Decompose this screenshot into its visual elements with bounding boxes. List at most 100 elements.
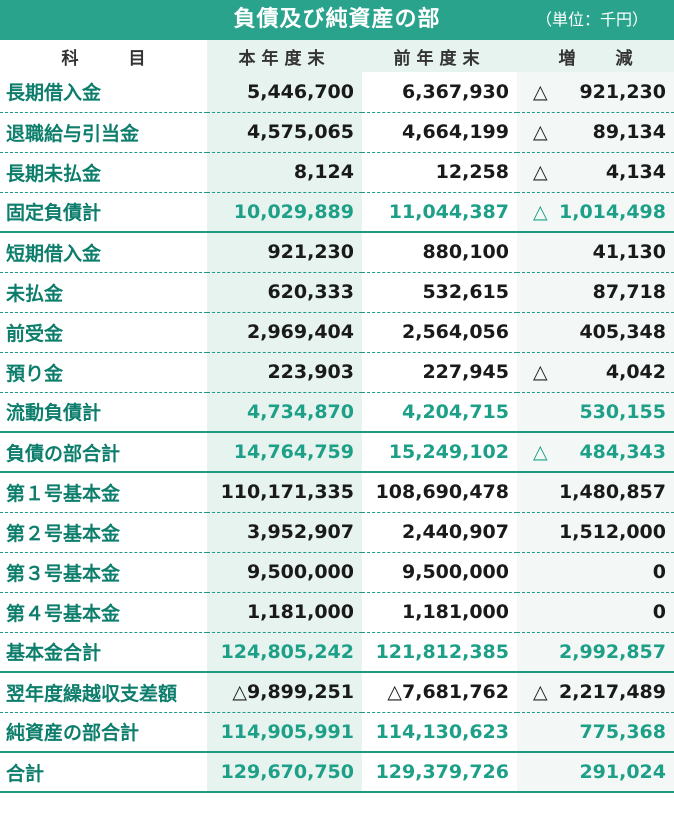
current-value: 223,903 [207, 352, 362, 393]
previous-value: 15,249,102 [362, 432, 517, 473]
previous-value: 9,500,000 [362, 552, 517, 593]
table-row: 長期借入金 5,446,700 6,367,930 △ 921,230 [0, 72, 674, 113]
previous-value: 4,664,199 [362, 112, 517, 153]
column-header-change-part: 増 [558, 48, 576, 69]
row-label: 第４号基本金 [0, 592, 207, 633]
change-value: 1,512,000 [559, 521, 666, 543]
row-label: 短期借入金 [0, 232, 207, 273]
table-row: 負債の部合計 14,764,759 15,249,102 △ 484,343 [0, 432, 674, 473]
change-cell: 1,512,000 [517, 512, 674, 553]
change-cell: 405,348 [517, 312, 674, 353]
change-cell: △ 4,134 [517, 152, 674, 193]
change-value: 1,014,498 [559, 200, 666, 223]
previous-value: △7,681,762 [362, 672, 517, 713]
current-value: 10,029,889 [207, 192, 362, 233]
previous-value: 121,812,385 [362, 632, 517, 673]
header-banner: 負債及び純資産の部 （単位：千円） [0, 0, 674, 40]
table-row: 純資産の部合計 114,905,991 114,130,623 775,368 [0, 712, 674, 753]
row-label: 負債の部合計 [0, 432, 207, 473]
row-label: 合計 [0, 752, 207, 793]
column-header-subject: 科 目 [0, 40, 207, 72]
current-value: 114,905,991 [207, 712, 362, 753]
change-value: 2,992,857 [559, 640, 666, 663]
decrease-mark: △ [533, 80, 548, 103]
table-row: 固定負債計 10,029,889 11,044,387 △ 1,014,498 [0, 192, 674, 233]
row-label: 第１号基本金 [0, 472, 207, 513]
current-value: 110,171,335 [207, 472, 362, 513]
previous-value: 880,100 [362, 232, 517, 273]
row-label: 前受金 [0, 312, 207, 353]
change-cell: △ 4,042 [517, 352, 674, 393]
column-header-current: 本年度末 [207, 40, 362, 72]
current-value: 8,124 [207, 152, 362, 193]
decrease-mark: △ [533, 200, 548, 223]
current-value: △9,899,251 [207, 672, 362, 713]
current-value: 620,333 [207, 272, 362, 313]
previous-value: 6,367,930 [362, 72, 517, 113]
change-value: 921,230 [579, 80, 666, 103]
change-value: 0 [652, 601, 666, 623]
previous-value: 108,690,478 [362, 472, 517, 513]
change-value: 775,368 [579, 720, 666, 743]
row-label: 純資産の部合計 [0, 712, 207, 753]
row-label: 基本金合計 [0, 632, 207, 673]
current-value: 3,952,907 [207, 512, 362, 553]
change-value: 87,718 [592, 281, 666, 303]
column-header-change: 増 減 [517, 40, 674, 72]
row-label: 翌年度繰越収支差額 [0, 672, 207, 713]
decrease-mark: △ [533, 441, 548, 463]
current-value: 921,230 [207, 232, 362, 273]
current-value: 124,805,242 [207, 632, 362, 673]
page-title: 負債及び純資産の部 [233, 7, 441, 32]
column-header-previous: 前年度末 [362, 40, 517, 72]
table-row: 長期未払金 8,124 12,258 △ 4,134 [0, 152, 674, 193]
column-header-change-part: 減 [615, 48, 633, 69]
change-cell: 0 [517, 592, 674, 633]
change-value: 89,134 [592, 121, 666, 143]
change-cell: 2,992,857 [517, 632, 674, 673]
change-cell: 530,155 [517, 392, 674, 433]
previous-value: 1,181,000 [362, 592, 517, 633]
current-value: 129,670,750 [207, 752, 362, 793]
decrease-mark: △ [533, 161, 548, 183]
table-row: 合計 129,670,750 129,379,726 291,024 [0, 752, 674, 793]
decrease-mark: △ [533, 121, 548, 143]
balance-table: 科 目 本年度末 前年度末 増 減 長期借入金 5,446,700 6,367,93… [0, 40, 674, 793]
table-row: 第４号基本金 1,181,000 1,181,000 0 [0, 592, 674, 633]
table-row: 翌年度繰越収支差額 △9,899,251 △7,681,762 △ 2,217,489 [0, 672, 674, 713]
change-cell: 291,024 [517, 752, 674, 793]
change-value: 405,348 [579, 321, 666, 343]
row-label: 第３号基本金 [0, 552, 207, 593]
row-label: 第２号基本金 [0, 512, 207, 553]
table-row: 未払金 620,333 532,615 87,718 [0, 272, 674, 313]
previous-value: 4,204,715 [362, 392, 517, 433]
table-row: 短期借入金 921,230 880,100 41,130 [0, 232, 674, 273]
table-row: 基本金合計 124,805,242 121,812,385 2,992,857 [0, 632, 674, 673]
decrease-mark: △ [533, 361, 548, 383]
current-value: 4,734,870 [207, 392, 362, 433]
change-value: 41,130 [592, 241, 666, 264]
change-cell: △ 89,134 [517, 112, 674, 153]
previous-value: 2,564,056 [362, 312, 517, 353]
change-value: 4,134 [605, 161, 666, 183]
table-row: 第１号基本金 110,171,335 108,690,478 1,480,857 [0, 472, 674, 513]
previous-value: 227,945 [362, 352, 517, 393]
change-cell: △ 1,014,498 [517, 192, 674, 233]
change-value: 0 [652, 561, 666, 583]
previous-value: 12,258 [362, 152, 517, 193]
table-row: 第３号基本金 9,500,000 9,500,000 0 [0, 552, 674, 593]
row-label: 預り金 [0, 352, 207, 393]
table-row: 預り金 223,903 227,945 △ 4,042 [0, 352, 674, 393]
row-label: 長期未払金 [0, 152, 207, 193]
current-value: 14,764,759 [207, 432, 362, 473]
change-cell: 775,368 [517, 712, 674, 753]
decrease-mark: △ [533, 681, 548, 704]
change-cell: △ 484,343 [517, 432, 674, 473]
row-label: 固定負債計 [0, 192, 207, 233]
current-value: 1,181,000 [207, 592, 362, 633]
row-label: 流動負債計 [0, 392, 207, 433]
previous-value: 532,615 [362, 272, 517, 313]
table-header-row: 科 目 本年度末 前年度末 増 減 [0, 40, 674, 72]
previous-value: 11,044,387 [362, 192, 517, 233]
change-cell: △ 921,230 [517, 72, 674, 113]
